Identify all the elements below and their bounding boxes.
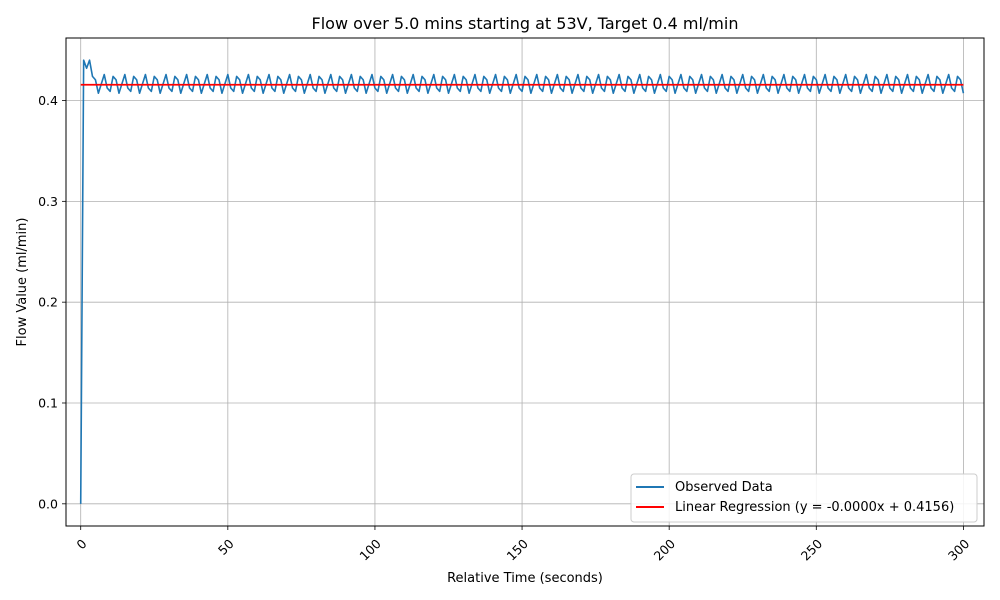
x-tick-label: 250 [798, 536, 826, 564]
x-tick-label: 150 [504, 536, 532, 564]
y-tick-label: 0.1 [38, 395, 58, 410]
x-tick-label: 200 [651, 536, 679, 564]
legend: Observed Data Linear Regression (y = -0.… [630, 473, 978, 523]
y-tick-label: 0.4 [38, 93, 58, 108]
legend-label-regression: Linear Regression (y = -0.0000x + 0.4156… [675, 500, 954, 515]
x-tick-label: 0 [73, 536, 89, 552]
x-tick-label: 300 [945, 536, 973, 564]
x-tick-label: 50 [215, 536, 237, 558]
y-axis-label: Flow Value (ml/min) [15, 218, 30, 347]
legend-box [630, 473, 978, 523]
y-tick-label: 0.0 [38, 496, 58, 511]
plot-area-frame [65, 37, 985, 527]
x-tick-label: 100 [356, 536, 384, 564]
grid-lines [66, 38, 984, 526]
chart-title: Flow over 5.0 mins starting at 53V, Targ… [312, 14, 739, 33]
y-tick-label: 0.3 [38, 194, 58, 209]
x-axis-label: Relative Time (seconds) [447, 571, 603, 586]
data-series [79, 59, 965, 504]
y-tick-label: 0.2 [38, 295, 58, 310]
observed-data-line [79, 59, 965, 504]
legend-label-observed: Observed Data [675, 480, 773, 495]
